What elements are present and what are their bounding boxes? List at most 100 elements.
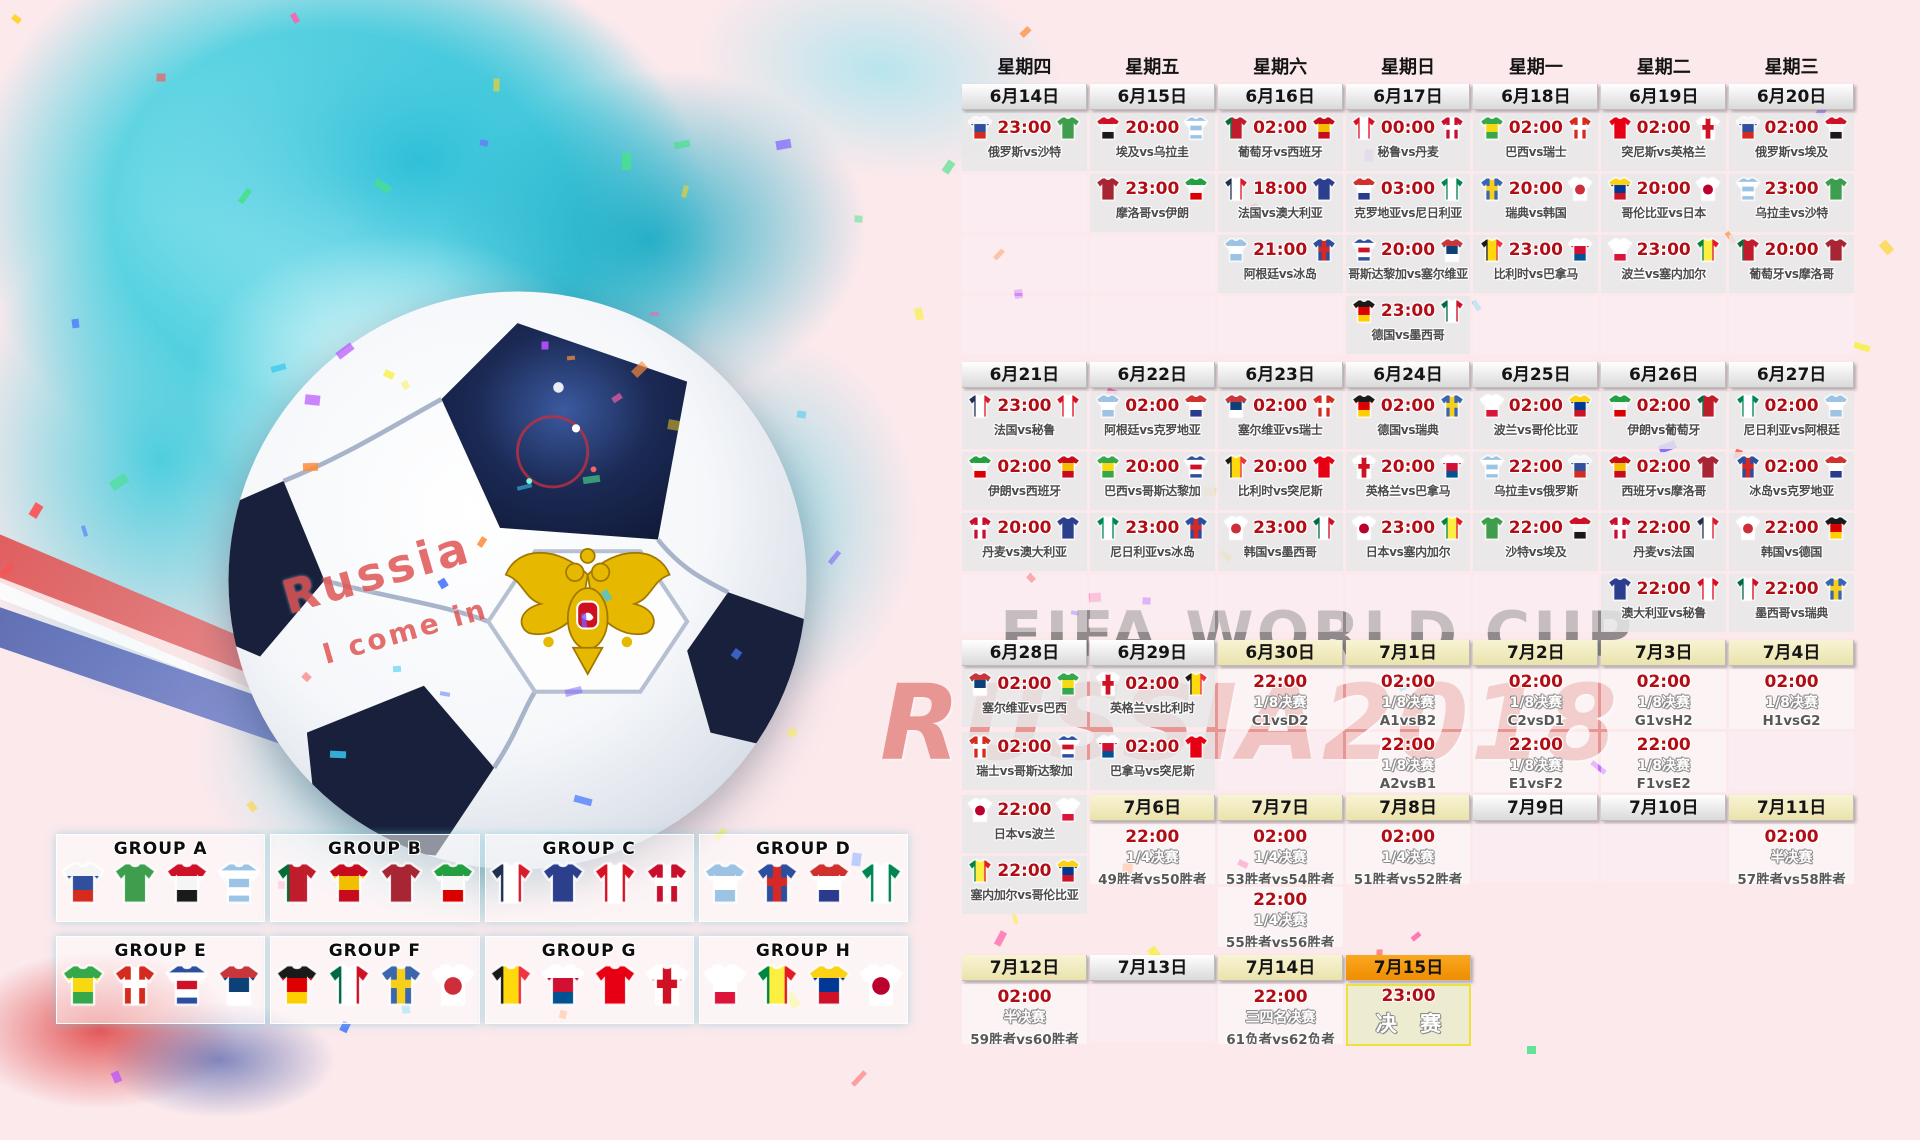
match-cell: 02:00 巴拿马vs突尼斯: [1089, 732, 1215, 790]
team-jersey-icon: [1056, 455, 1081, 479]
confetti-piece: [541, 341, 549, 350]
team-jersey-icon: [968, 672, 993, 696]
group-panel: GROUP C: [484, 834, 694, 922]
match-teams: 哥伦比亚vs日本: [1621, 206, 1706, 220]
match-teams: A2vsB1: [1379, 776, 1437, 792]
day-column: 7月9日: [1473, 795, 1599, 947]
team-jersey-icon: [61, 964, 105, 1006]
match-row: 23:00 德国vs墨西哥: [962, 296, 1854, 354]
date-button[interactable]: 6月20日: [1729, 84, 1854, 110]
day-column: 22:00 日本vs波兰 22:00 塞内加尔vs哥伦比亚: [962, 795, 1087, 947]
date-button[interactable]: 6月26日: [1601, 362, 1727, 388]
date-button[interactable]: 7月6日: [1089, 795, 1215, 821]
date-button[interactable]: 7月14日: [1218, 955, 1343, 981]
stage-label: 1/4决赛: [1125, 850, 1179, 866]
team-jersey-icon: [1695, 177, 1720, 201]
team-jersey-icon: [968, 455, 993, 479]
date-button[interactable]: 7月9日: [1473, 795, 1599, 821]
date-button[interactable]: 6月21日: [962, 362, 1087, 388]
date-button[interactable]: 6月25日: [1473, 362, 1599, 388]
match-teams: 49胜者vs50胜者: [1098, 872, 1207, 884]
empty-cell: [1729, 732, 1854, 790]
date-button[interactable]: 6月22日: [1089, 362, 1215, 388]
match-time: 22:00: [997, 861, 1052, 881]
date-button[interactable]: 7月15日: [1346, 955, 1471, 981]
match-row: 02:00 伊朗vs西班牙 20:00 巴西vs哥斯达黎加 20:00 比利时vs突尼斯 2…: [962, 452, 1854, 510]
date-button[interactable]: 6月14日: [962, 84, 1087, 110]
match-teams: 德国vs瑞典: [1377, 423, 1439, 437]
match-row: 02:00 瑞士vs哥斯达黎加 02:00 巴拿马vs突尼斯 22:00 1/8决赛 A2v…: [962, 732, 1854, 792]
match-time: 03:00: [1380, 179, 1436, 199]
date-button[interactable]: 6月23日: [1217, 362, 1343, 388]
date-button[interactable]: 6月18日: [1473, 84, 1599, 110]
match-time: 23:00: [1253, 518, 1308, 538]
match-cell: 18:00 法国vs澳大利亚: [1217, 174, 1343, 232]
date-button[interactable]: 7月2日: [1473, 640, 1599, 666]
team-jersey-icon: [1223, 455, 1249, 479]
team-jersey-icon: [431, 862, 475, 904]
group-label: GROUP H: [755, 941, 851, 961]
match-time: 23:00: [1125, 518, 1180, 538]
match-teams: 英格兰vs巴拿马: [1365, 484, 1451, 498]
team-jersey-icon: [1695, 116, 1720, 140]
team-jersey-icon: [1184, 177, 1209, 201]
date-button[interactable]: 7月10日: [1601, 795, 1727, 821]
match-time: 20:00: [1380, 457, 1436, 477]
date-button[interactable]: 6月27日: [1729, 362, 1854, 388]
team-jersey-icon: [1439, 299, 1465, 323]
match-row: 22:00 澳大利亚vs秘鲁 22:00 墨西哥vs瑞典: [962, 574, 1854, 632]
date-button[interactable]: 6月15日: [1089, 84, 1215, 110]
date-button[interactable]: 7月1日: [1345, 640, 1471, 666]
date-button[interactable]: 6月16日: [1217, 84, 1343, 110]
match-time: 02:00: [1508, 396, 1563, 416]
date-button[interactable]: 7月4日: [1729, 640, 1854, 666]
match-teams: 澳大利亚vs秘鲁: [1621, 606, 1706, 620]
group-panel: GROUP D: [698, 834, 908, 922]
team-jersey-icon: [327, 964, 371, 1006]
team-jersey-icon: [1607, 394, 1632, 418]
confetti-piece: [400, 379, 411, 391]
date-button[interactable]: 6月17日: [1345, 84, 1471, 110]
match-cell: 23:00 尼日利亚vs冰岛: [1089, 513, 1215, 571]
date-button[interactable]: 7月12日: [962, 955, 1087, 981]
empty-cell: [1089, 296, 1215, 354]
empty-cell: [1729, 296, 1854, 354]
date-button[interactable]: 7月8日: [1345, 795, 1471, 821]
date-button[interactable]: 6月28日: [962, 640, 1087, 666]
empty-cell: [1089, 574, 1215, 632]
match-time: 23:00: [1380, 301, 1436, 321]
knockout-cell: 22:00 1/8决赛 C1vsD2: [1217, 669, 1343, 729]
match-time: 20:00: [1764, 240, 1819, 260]
date-button[interactable]: 6月24日: [1345, 362, 1471, 388]
confetti-piece: [827, 550, 842, 565]
match-cell: 22:00 沙特vs埃及: [1473, 513, 1599, 571]
team-jersey-icon: [275, 964, 319, 1006]
confetti-piece: [1853, 341, 1871, 353]
match-time: 02:00: [1636, 672, 1691, 692]
team-jersey-icon: [1223, 238, 1249, 262]
weekday-label: 星期六: [1253, 57, 1308, 78]
team-jersey-icon: [968, 735, 993, 759]
date-button[interactable]: 7月11日: [1729, 795, 1854, 821]
team-jersey-icon: [1311, 516, 1337, 540]
date-button[interactable]: 6月30日: [1217, 640, 1343, 666]
match-cell: 03:00 克罗地亚vs尼日利亚: [1345, 174, 1471, 232]
team-jersey-icon: [1311, 455, 1337, 479]
date-button[interactable]: 7月7日: [1217, 795, 1343, 821]
group-panel: GROUP F: [270, 936, 480, 1024]
match-teams: 伊朗vs葡萄牙: [1627, 423, 1701, 437]
match-cell: 02:00 波兰vs哥伦比亚: [1473, 391, 1599, 449]
teal-splash: [30, 0, 810, 440]
match-teams: 哥斯达黎加vs塞尔维亚: [1348, 267, 1468, 281]
confetti-piece: [573, 794, 593, 807]
match-teams: C2vsD1: [1507, 713, 1565, 729]
match-time: 22:00: [1636, 579, 1691, 599]
knockout-cell: 02:00 1/8决赛 H1vsG2: [1729, 669, 1854, 729]
match-teams: 55胜者vs56胜者: [1225, 935, 1335, 947]
date-button[interactable]: 6月19日: [1601, 84, 1727, 110]
date-button[interactable]: 6月29日: [1089, 640, 1215, 666]
match-time: 20:00: [997, 518, 1052, 538]
date-button[interactable]: 7月3日: [1601, 640, 1727, 666]
team-jersey-icon: [1095, 735, 1121, 759]
date-button[interactable]: 7月13日: [1090, 955, 1215, 981]
